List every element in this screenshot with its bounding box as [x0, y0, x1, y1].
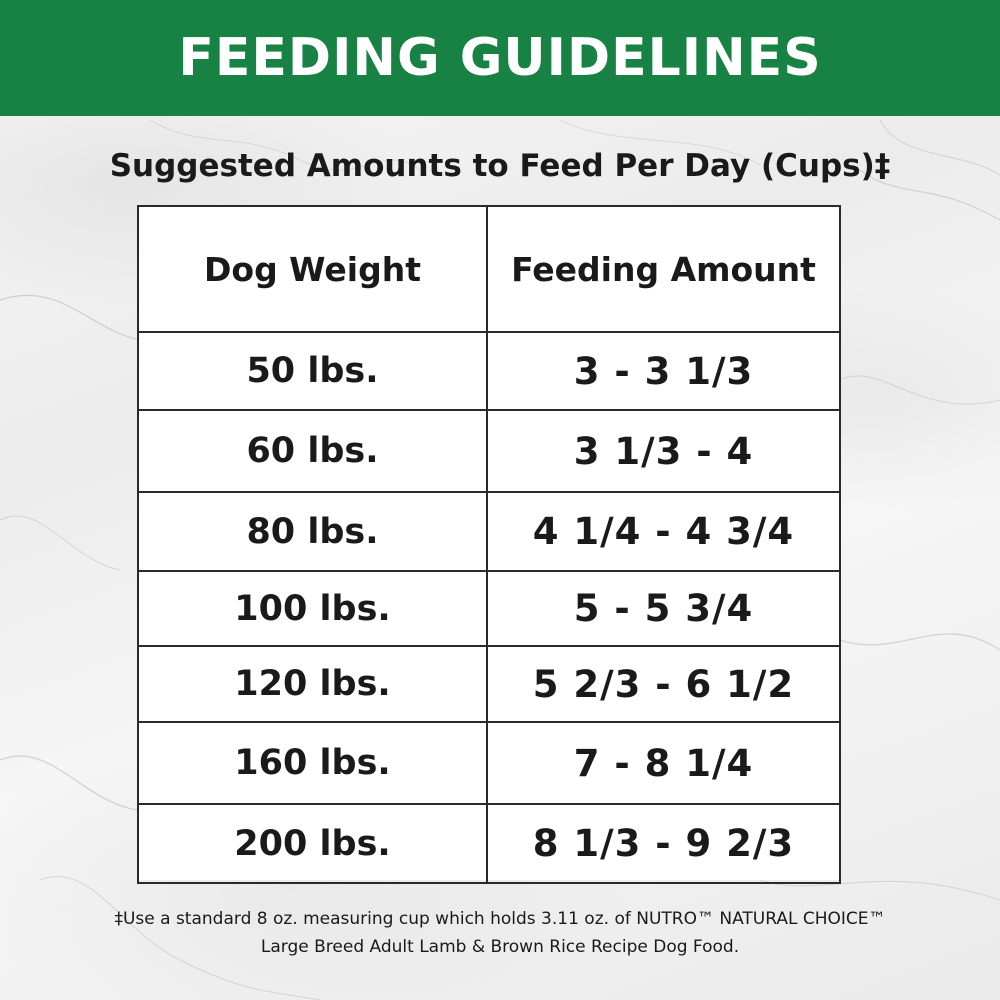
feeding-amount-cell: 4 1/4 - 4 3/4 — [486, 491, 841, 572]
page-title: FEEDING GUIDELINES — [178, 28, 822, 88]
footnote: ‡Use a standard 8 oz. measuring cup whic… — [60, 905, 940, 961]
table-row: 80 lbs. 4 1/4 - 4 3/4 — [137, 491, 841, 572]
dog-weight-cell: 120 lbs. — [137, 645, 488, 723]
dog-weight-cell: 200 lbs. — [137, 803, 488, 884]
feeding-amount-cell: 5 2/3 - 6 1/2 — [486, 645, 841, 723]
table-row: 50 lbs. 3 - 3 1/3 — [137, 331, 841, 411]
table-row: 60 lbs. 3 1/3 - 4 — [137, 409, 841, 493]
table-header-row: Dog Weight Feeding Amount — [137, 205, 841, 333]
dog-weight-cell: 60 lbs. — [137, 409, 488, 493]
feeding-table: Dog Weight Feeding Amount 50 lbs. 3 - 3 … — [137, 205, 841, 884]
feeding-amount-cell: 3 - 3 1/3 — [486, 331, 841, 411]
dog-weight-cell: 50 lbs. — [137, 331, 488, 411]
footnote-line-2: Large Breed Adult Lamb & Brown Rice Reci… — [260, 937, 740, 957]
header-banner: FEEDING GUIDELINES — [0, 0, 1000, 116]
table-row: 160 lbs. 7 - 8 1/4 — [137, 721, 841, 805]
footnote-line-1: ‡Use a standard 8 oz. measuring cup whic… — [114, 909, 886, 929]
feeding-amount-cell: 7 - 8 1/4 — [486, 721, 841, 805]
table-row: 100 lbs. 5 - 5 3/4 — [137, 570, 841, 647]
feeding-table-container: Dog Weight Feeding Amount 50 lbs. 3 - 3 … — [137, 205, 841, 884]
feeding-amount-cell: 3 1/3 - 4 — [486, 409, 841, 493]
column-header-feeding-amount: Feeding Amount — [486, 205, 841, 333]
table-row: 120 lbs. 5 2/3 - 6 1/2 — [137, 645, 841, 723]
feeding-amount-cell: 8 1/3 - 9 2/3 — [486, 803, 841, 884]
dog-weight-cell: 160 lbs. — [137, 721, 488, 805]
table-subtitle: Suggested Amounts to Feed Per Day (Cups)… — [109, 148, 891, 184]
column-header-dog-weight: Dog Weight — [137, 205, 488, 333]
dog-weight-cell: 100 lbs. — [137, 570, 488, 647]
feeding-amount-cell: 5 - 5 3/4 — [486, 570, 841, 647]
table-row: 200 lbs. 8 1/3 - 9 2/3 — [137, 803, 841, 884]
dog-weight-cell: 80 lbs. — [137, 491, 488, 572]
